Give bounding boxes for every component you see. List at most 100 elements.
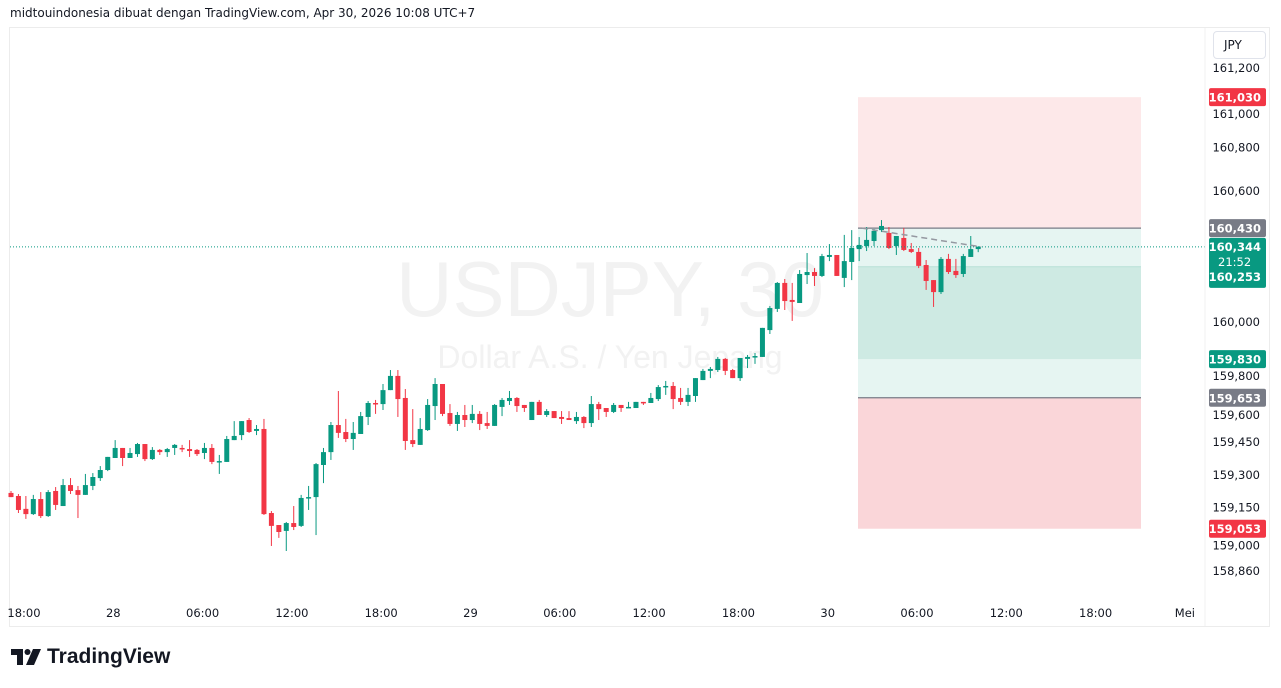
candle (893, 235, 899, 255)
price-tick-label: 161,200 (1212, 61, 1260, 75)
candle (536, 399, 542, 415)
candle (425, 399, 431, 431)
candle-body (343, 432, 349, 440)
candle-body (283, 523, 289, 531)
candle-body (239, 421, 245, 436)
candle (120, 447, 126, 467)
position-trend-dashed-line (861, 227, 982, 248)
candle-body (187, 449, 193, 452)
long-entry-price-label-text: 159,653 (1209, 391, 1261, 405)
target-overlap-zone (858, 266, 1141, 360)
candle-body (834, 254, 840, 276)
candle-body (521, 404, 527, 409)
candle (60, 478, 66, 507)
time-tick-label: 18:00 (722, 606, 755, 620)
candle-body (8, 492, 14, 498)
candle (588, 396, 594, 428)
candle-body (789, 299, 795, 302)
candle-body (23, 508, 29, 515)
candle (410, 409, 416, 448)
candle-body (945, 258, 951, 273)
candle (402, 389, 408, 450)
candle (179, 444, 185, 453)
short-target-price-label-text: 159,830 (1209, 353, 1261, 367)
candle-body (134, 444, 140, 455)
candle-body (254, 428, 260, 431)
candle (581, 416, 587, 429)
candle-body (841, 261, 847, 278)
candle-body (685, 394, 691, 402)
candle-body (53, 490, 59, 505)
candle-body (90, 476, 96, 486)
candle-body (715, 358, 721, 371)
overlays (10, 227, 1205, 248)
candle (685, 387, 691, 407)
candle-body (611, 404, 617, 412)
candle-body (938, 258, 944, 293)
time-tick-label: 18:00 (7, 606, 40, 620)
price-tick-label: 158,860 (1212, 564, 1260, 578)
candle-body (692, 378, 698, 397)
candle (960, 253, 966, 278)
candle (633, 401, 639, 409)
candle (804, 253, 810, 285)
candle-body (655, 387, 661, 400)
candle (722, 358, 728, 376)
candle-body (923, 265, 929, 281)
candle-body (618, 404, 624, 409)
chart-caption: midtouindonesia dibuat dengan TradingVie… (10, 6, 476, 20)
price-tick-label: 160,000 (1212, 315, 1260, 329)
candle-body (454, 414, 460, 424)
candle-body (908, 249, 914, 252)
candle-body (670, 385, 676, 400)
long-stop-price-label-bg (1209, 519, 1266, 538)
candle-body (112, 447, 118, 459)
price-tick-label: 161,000 (1212, 107, 1260, 121)
long-stop-price-label-text: 159,053 (1209, 522, 1261, 536)
candle-body (60, 485, 66, 507)
candle-body (120, 447, 126, 459)
candle-body (767, 308, 773, 331)
candle (573, 411, 579, 424)
candle (8, 490, 14, 498)
candle (440, 383, 446, 417)
candle (812, 268, 818, 286)
candle (975, 246, 981, 253)
position-tools[interactable] (858, 97, 1141, 529)
candle-body (849, 247, 855, 262)
candle-body (581, 416, 587, 424)
candle (38, 492, 44, 519)
candle (432, 378, 438, 421)
candle (187, 440, 193, 457)
price-tick-label: 159,000 (1212, 539, 1260, 553)
currency-unit-button[interactable]: JPY (1213, 31, 1266, 59)
short-stop-price-label: 161,030 (1209, 88, 1266, 107)
chart-pane[interactable] (9, 27, 1270, 627)
price-tick-label: 159,800 (1212, 369, 1260, 383)
candle (618, 404, 624, 412)
candle-body (588, 404, 594, 424)
price-axis[interactable]: 161,200 161,000 160,800 160,600 160,000 159,8… (1212, 61, 1260, 578)
candle-body (395, 375, 401, 400)
long-stop-price-label: 159,053 (1209, 519, 1266, 538)
candle (864, 227, 870, 252)
candle-body (893, 235, 899, 247)
candle (30, 494, 36, 515)
short-target-price-label-bg (1209, 350, 1266, 369)
watermark-description: Dollar A.S. / Yen Jepang (437, 339, 782, 375)
candle-body (819, 256, 825, 276)
candle (730, 368, 736, 379)
candle-body (901, 237, 907, 250)
time-axis[interactable]: 18:00 28 06:00 12:00 18:00 29 06:00 12:00 18:00 3… (7, 606, 1195, 620)
long-stop-zone (858, 397, 1141, 529)
candle (268, 511, 274, 546)
candle (313, 463, 319, 536)
candle (566, 411, 572, 421)
candle-body (484, 423, 490, 426)
candle-body (804, 272, 810, 276)
long-target-price-label-text: 160,253 (1209, 270, 1261, 284)
candle-body (172, 444, 178, 448)
candle (648, 392, 654, 403)
candle-body (759, 327, 765, 357)
